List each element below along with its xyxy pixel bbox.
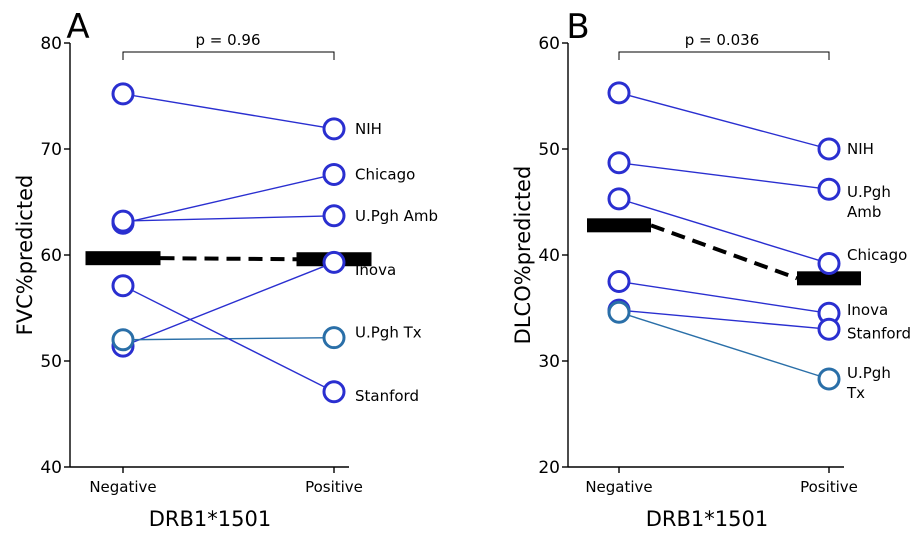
data-point-negative xyxy=(607,81,631,105)
data-point-negative xyxy=(111,82,135,106)
y-tick-label: 40 xyxy=(538,246,560,266)
series-label: U.Pgh Tx xyxy=(846,364,891,402)
mean-bar-positive xyxy=(797,271,861,286)
data-point-negative xyxy=(607,270,631,293)
series-label: Stanford xyxy=(355,387,419,405)
data-point-positive xyxy=(322,162,346,186)
series-line xyxy=(122,93,335,130)
series-label: U.Pgh Tx xyxy=(355,323,422,341)
data-point-positive xyxy=(817,137,841,161)
y-tick-label: 30 xyxy=(538,352,560,372)
series-label-line: Amb xyxy=(847,203,881,221)
mean-bar-negative xyxy=(587,218,651,233)
significance-bracket xyxy=(122,51,335,60)
panel-b: 20 30 40 50 60 Negative Positive DRB1*1501 DLCO%… xyxy=(511,7,911,531)
data-point-positive xyxy=(322,326,346,350)
p-value-label: p = 0.96 xyxy=(195,31,260,49)
series-label-line: U.Pgh xyxy=(847,364,891,382)
series-label-line: Tx xyxy=(846,384,865,402)
series-line xyxy=(618,92,830,150)
y-tick-label: 80 xyxy=(40,34,62,54)
mean-connector xyxy=(160,256,297,262)
x-axis-title: DRB1*1501 xyxy=(149,507,271,531)
series-label: NIH xyxy=(355,120,382,138)
series-line xyxy=(122,173,335,224)
panel-letter: B xyxy=(566,7,589,47)
series-label: U.Pgh Amb xyxy=(847,183,891,221)
series-line xyxy=(618,198,830,265)
series-label: Chicago xyxy=(355,165,415,183)
x-tick-label: Positive xyxy=(305,478,363,496)
x-tick-label: Positive xyxy=(800,478,858,496)
y-tick-label: 50 xyxy=(538,140,560,160)
panel-letter: A xyxy=(66,7,89,47)
data-point-positive xyxy=(817,177,841,201)
series-line xyxy=(618,280,830,314)
x-axis-title: DRB1*1501 xyxy=(646,507,768,531)
series-line xyxy=(122,215,335,222)
series-line xyxy=(122,285,335,393)
y-axis-title: DLCO%predicted xyxy=(511,166,535,345)
mean-bar-negative xyxy=(85,251,161,266)
series-line xyxy=(122,261,335,347)
series-label: Stanford xyxy=(847,324,911,342)
panel-a: 40 50 60 70 80 Negative Positive DRB1*1501 FVC%p… xyxy=(13,7,438,531)
data-point-negative xyxy=(111,328,135,352)
y-tick-label: 20 xyxy=(538,458,560,478)
data-point-positive xyxy=(817,367,841,391)
x-tick-label: Negative xyxy=(89,478,156,496)
y-tick-label: 60 xyxy=(538,34,560,54)
series-line xyxy=(618,311,830,380)
data-point-negative xyxy=(111,274,135,298)
y-tick-label: 60 xyxy=(40,246,62,266)
y-axis-title: FVC%predicted xyxy=(13,175,37,336)
data-point-positive xyxy=(322,380,346,404)
y-tick-label: 70 xyxy=(40,140,62,160)
series-line xyxy=(618,162,830,190)
data-point-positive xyxy=(322,204,346,228)
data-point-positive xyxy=(817,251,841,275)
series-label: U.Pgh Amb xyxy=(355,207,438,225)
data-point-positive xyxy=(817,317,841,341)
data-point-negative xyxy=(607,151,631,175)
series-label: Chicago xyxy=(847,246,907,264)
p-value-label: p = 0.036 xyxy=(685,31,760,49)
y-tick-label: 50 xyxy=(40,352,62,372)
data-point-positive xyxy=(322,250,346,274)
x-tick-label: Negative xyxy=(585,478,652,496)
data-point-negative xyxy=(607,300,631,324)
series-label: NIH xyxy=(847,140,874,158)
series-label: Inova xyxy=(355,261,396,279)
series-line xyxy=(618,309,830,330)
mean-connector xyxy=(650,223,798,281)
data-point-negative xyxy=(111,209,135,233)
data-point-negative xyxy=(607,187,631,211)
series-label-line: U.Pgh xyxy=(847,183,891,201)
significance-bracket xyxy=(618,51,830,60)
series-label: Inova xyxy=(847,301,888,319)
y-tick-label: 40 xyxy=(40,458,62,478)
data-point-positive xyxy=(322,117,346,141)
